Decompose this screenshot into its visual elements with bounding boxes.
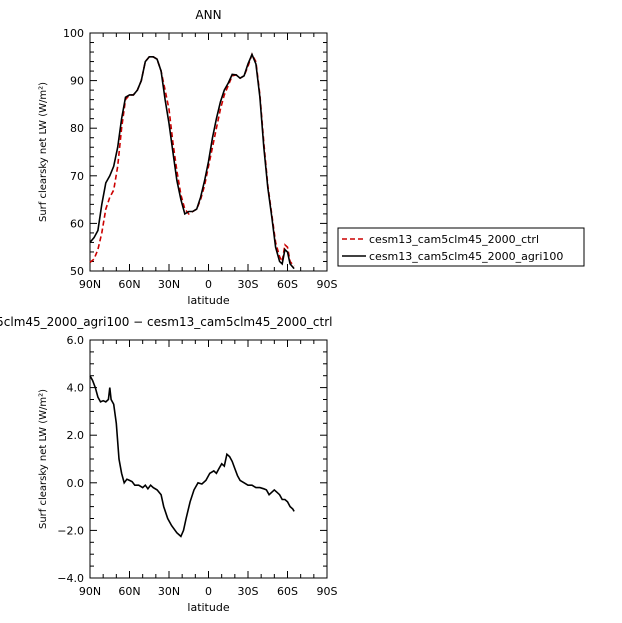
x-tick-label: 60N: [118, 278, 140, 291]
y-tick-label: 6.0: [67, 334, 85, 347]
y-tick-label: −4.0: [57, 572, 84, 585]
y-tick-label: 80: [70, 122, 84, 135]
x-tick-label: 90N: [79, 278, 101, 291]
plot-frame: [89, 339, 328, 579]
x-tick-label: 60S: [277, 278, 298, 291]
series-line-1: [89, 52, 295, 267]
x-tick-label: 30N: [158, 278, 180, 291]
x-tick-label: 60S: [277, 585, 298, 598]
y-tick-label: 0.0: [67, 477, 85, 490]
x-tick-label: 30N: [158, 585, 180, 598]
y-tick-label: 2.0: [67, 429, 85, 442]
legend-box: [337, 227, 585, 267]
x-tick-label: 60N: [118, 585, 140, 598]
legend: cesm13_cam5clm45_2000_ctrl cesm13_cam5clm…: [337, 227, 585, 267]
series-line-2: [89, 52, 295, 270]
x-tick-label: 90S: [317, 278, 338, 291]
x-axis-label: latitude: [187, 294, 229, 307]
y-tick-label: −2.0: [57, 524, 84, 537]
plot-frame: [89, 32, 328, 272]
x-axis-label: latitude: [187, 601, 229, 614]
y-tick-label: 90: [70, 75, 84, 88]
x-tick-label: 0: [205, 278, 212, 291]
series-line-1: [89, 375, 295, 538]
y-axis-label: Surf clearsky net LW (W/m²): [38, 82, 49, 222]
chart-title: _cam5clm45_2000_agri100 − cesm13_cam5clm…: [0, 315, 333, 329]
x-tick-label: 90N: [79, 585, 101, 598]
x-tick-label: 30S: [238, 278, 259, 291]
legend-label-1: cesm13_cam5clm45_2000_ctrl: [369, 233, 539, 246]
y-tick-label: 60: [70, 217, 84, 230]
legend-label-2: cesm13_cam5clm45_2000_agri100: [369, 250, 563, 263]
x-tick-label: 90S: [317, 585, 338, 598]
chart-2: _cam5clm45_2000_agri100 − cesm13_cam5clm…: [0, 315, 338, 614]
y-tick-label: 70: [70, 170, 84, 183]
chart-1: ANN 50 60 70 80 90 100 90N 60N 30N 0 30S 60S 90S latit…: [38, 8, 585, 307]
y-axis-label: Surf clearsky net LW (W/m²): [38, 389, 49, 529]
y-tick-label: 50: [70, 265, 84, 278]
y-tick-label: 4.0: [67, 382, 85, 395]
x-tick-label: 0: [205, 585, 212, 598]
x-tick-label: 30S: [238, 585, 259, 598]
chart-title: ANN: [195, 8, 221, 22]
y-tick-label: 100: [63, 27, 84, 40]
